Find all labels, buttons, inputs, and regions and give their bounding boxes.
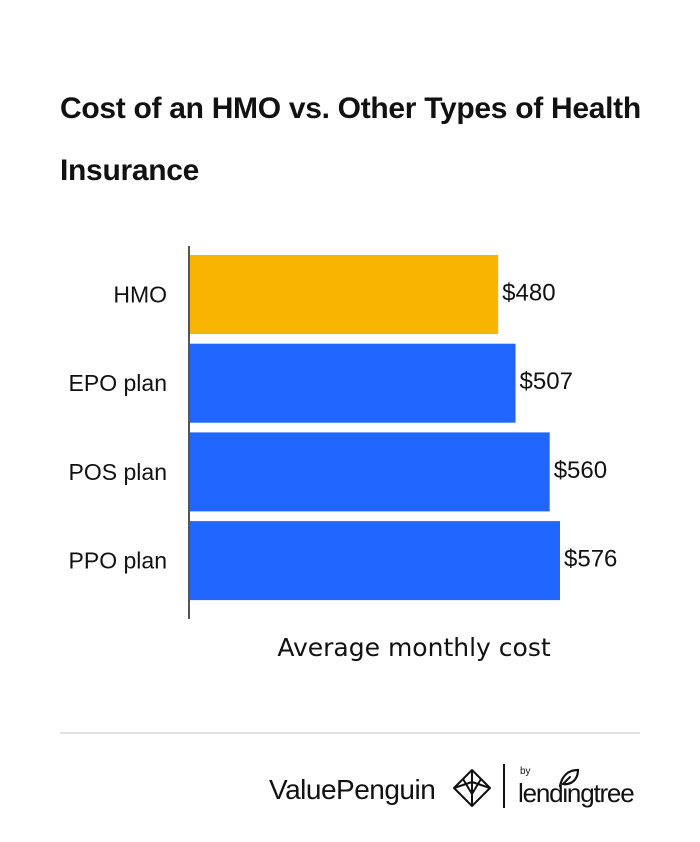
category-label: HMO bbox=[113, 282, 167, 308]
valuepenguin-logo-icon bbox=[453, 769, 491, 807]
x-axis-label: Average monthly cost bbox=[277, 633, 551, 662]
bar bbox=[189, 432, 550, 512]
bar-chart: HMO $480 EPO plan $507 POS plan $560 PPO plan $… bbox=[69, 246, 617, 662]
bar bbox=[189, 343, 516, 423]
lendingtree-wordmark: lendingtree bbox=[518, 778, 635, 808]
data-label: $576 bbox=[564, 546, 617, 573]
valuepenguin-wordmark: ValuePenguin bbox=[269, 774, 436, 805]
bar bbox=[189, 521, 560, 601]
data-label: $560 bbox=[554, 457, 607, 484]
footer-divider bbox=[60, 732, 640, 734]
lendingtree-leaf-icon bbox=[558, 768, 580, 788]
category-label: PPO plan bbox=[69, 548, 167, 574]
data-label: $507 bbox=[520, 368, 573, 395]
category-label: EPO plan bbox=[69, 370, 167, 396]
data-label: $480 bbox=[502, 280, 555, 307]
bar bbox=[189, 255, 499, 334]
brand-separator bbox=[503, 764, 505, 808]
by-label: by bbox=[520, 766, 531, 777]
category-label: POS plan bbox=[69, 459, 167, 485]
chart-title: Cost of an HMO vs. Other Types of Health… bbox=[60, 92, 641, 187]
brand-footer: ValuePenguin by lendingtree bbox=[0, 760, 700, 820]
